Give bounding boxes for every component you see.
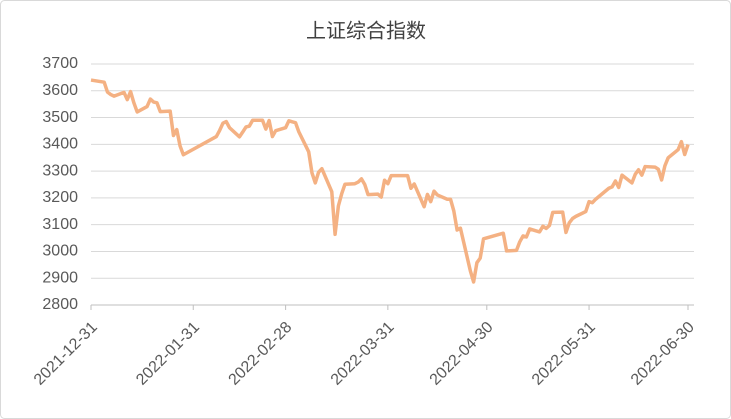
y-tick-label: 3500 [42, 109, 78, 126]
y-tick-label: 3600 [42, 82, 78, 99]
y-tick-label: 3300 [42, 162, 78, 179]
y-tick-label: 3700 [42, 55, 78, 72]
y-tick-label: 2800 [42, 296, 78, 313]
y-tick-label: 3200 [42, 189, 78, 206]
y-tick-label: 2900 [42, 269, 78, 286]
y-tick-label: 3100 [42, 216, 78, 233]
y-tick-label: 3400 [42, 136, 78, 153]
y-tick-label: 3000 [42, 243, 78, 260]
chart-title: 上证综合指数 [306, 19, 426, 42]
data-line [90, 78, 690, 284]
